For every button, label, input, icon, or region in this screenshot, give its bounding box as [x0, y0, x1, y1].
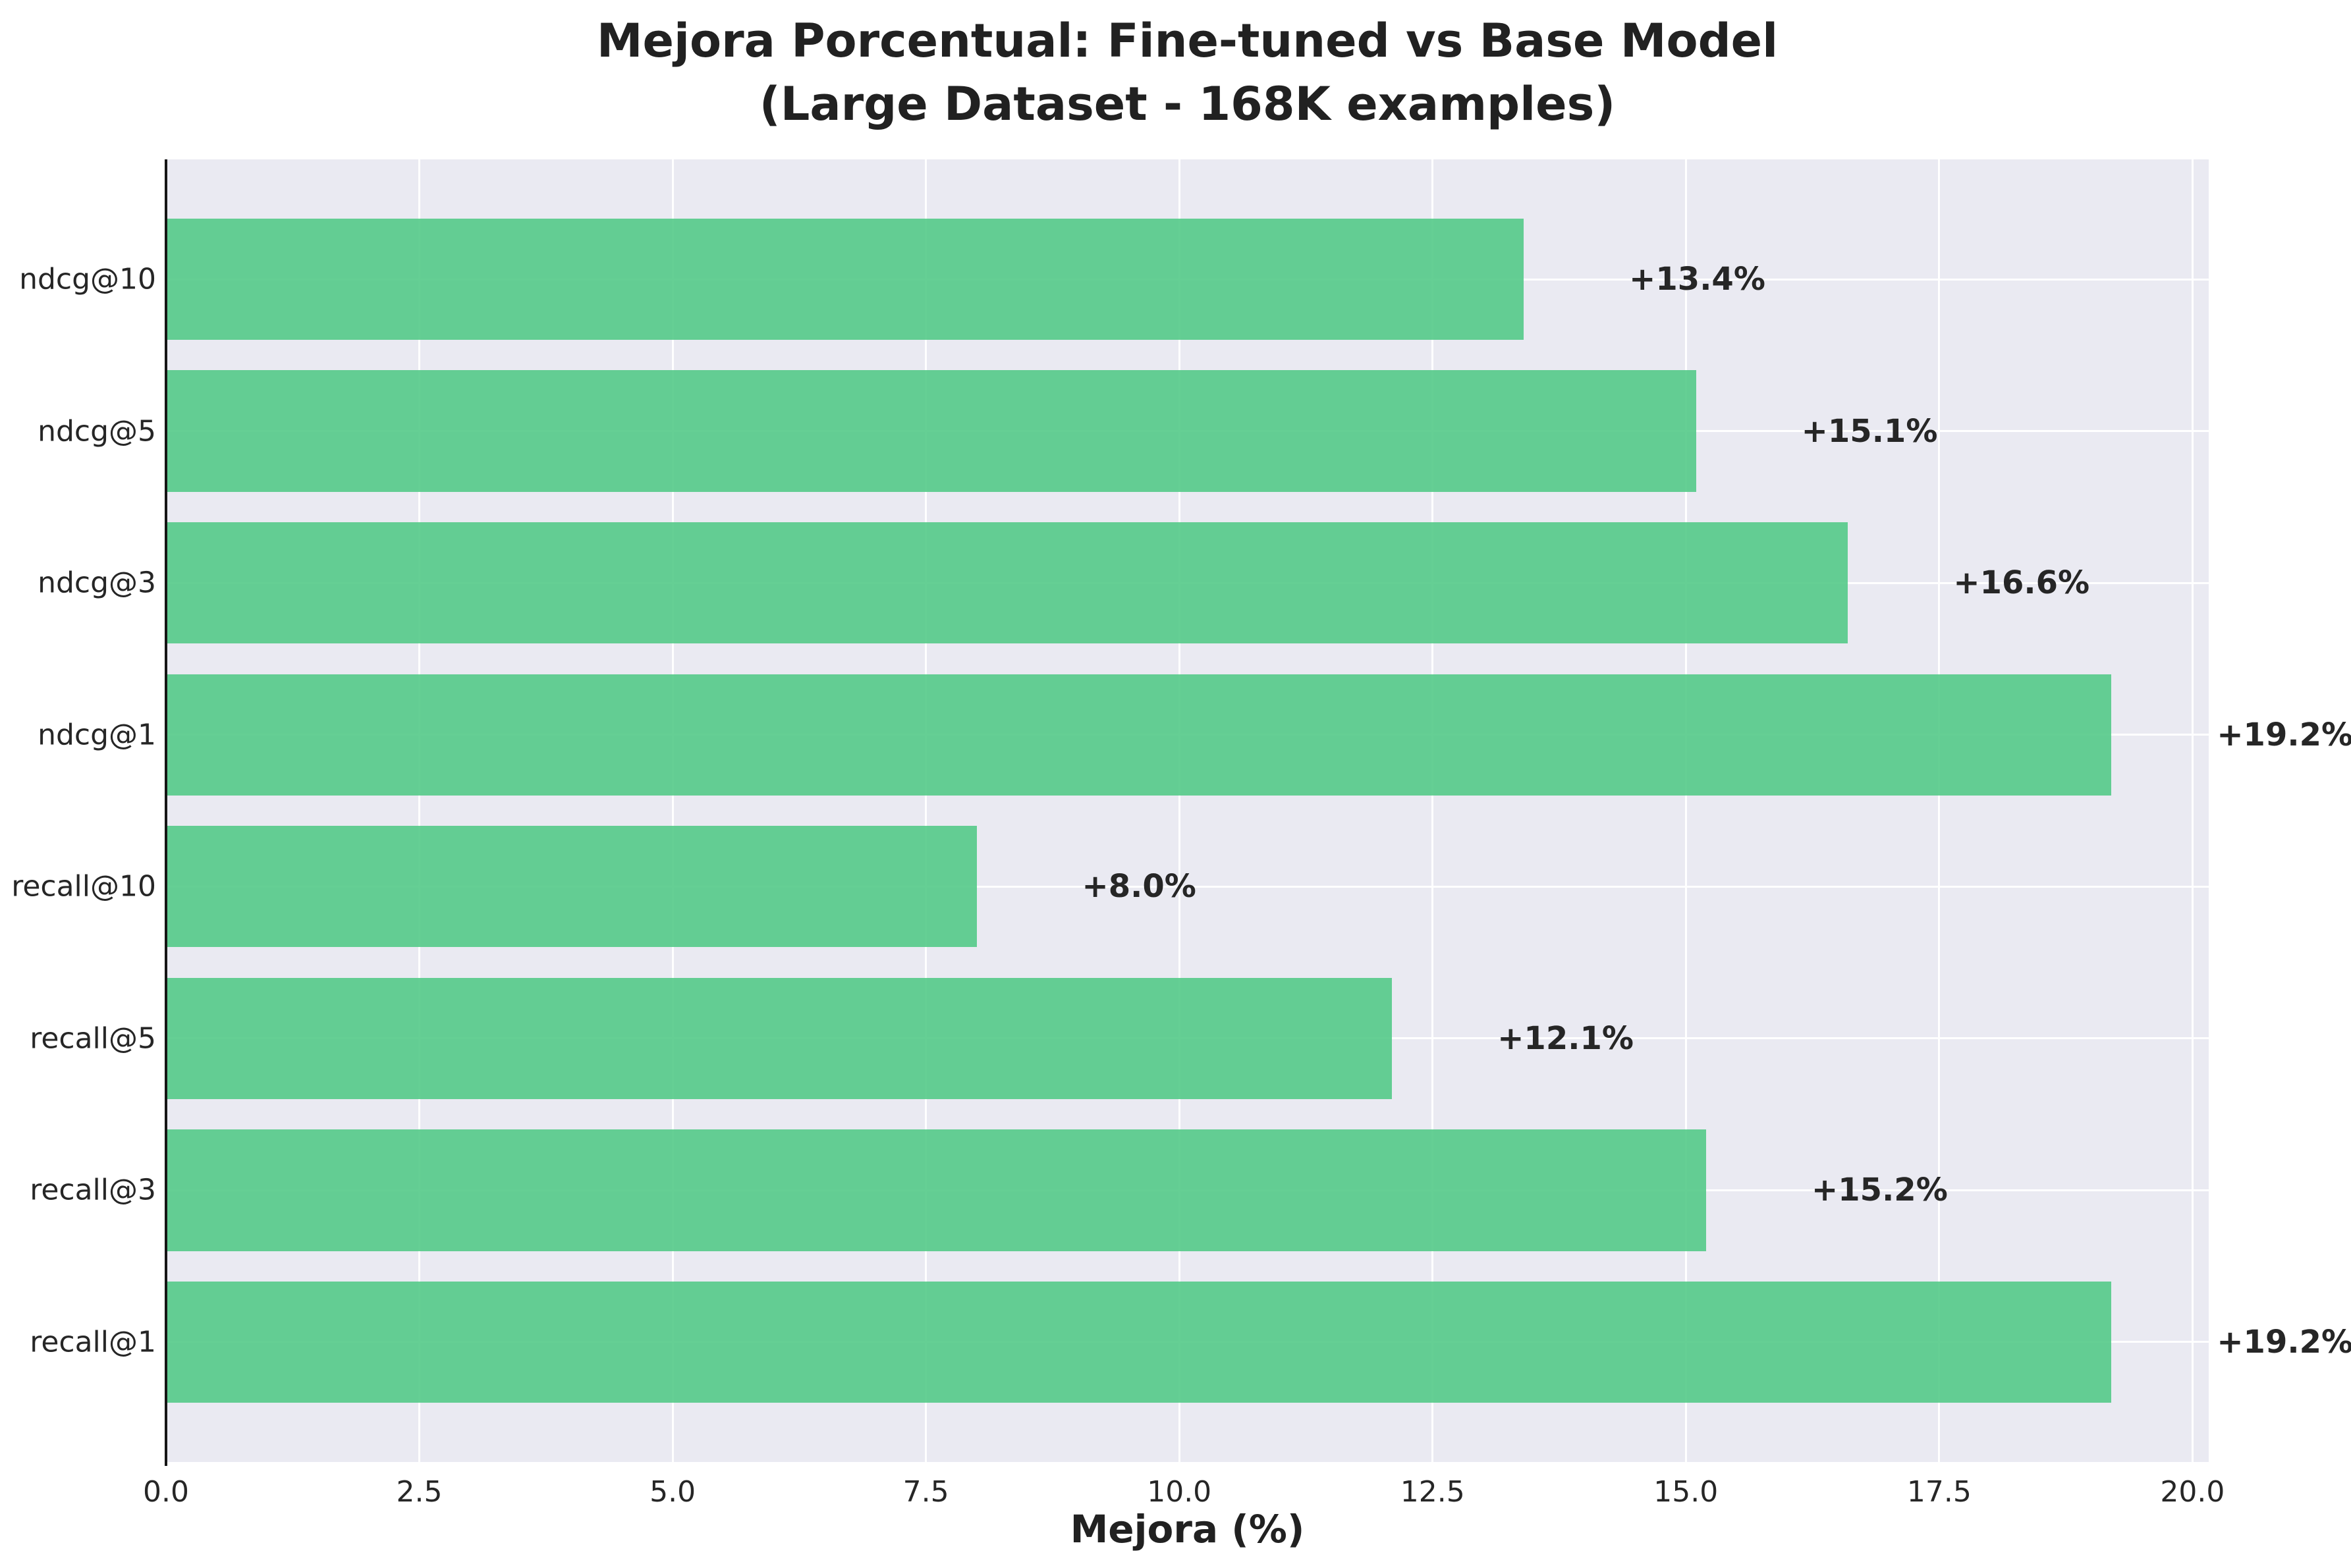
x-tick-label-5.0: 5.0 [650, 1475, 696, 1509]
bar-ndcg@3 [166, 522, 1848, 644]
x-gridline [1684, 159, 1687, 1462]
bar-value-label-ndcg@10: +13.4% [1629, 261, 1765, 298]
bar-value-label-recall@1: +19.2% [2217, 1323, 2351, 1361]
chart-title-line1: Mejora Porcentual: Fine-tuned vs Base Mo… [596, 14, 1779, 68]
bar-recall@10 [166, 826, 977, 948]
y-tick-label-ndcg@5: ndcg@5 [38, 414, 156, 448]
x-tick-label-7.5: 7.5 [902, 1475, 949, 1509]
y-tick-label-recall@3: recall@3 [30, 1173, 156, 1207]
bar-ndcg@1 [166, 674, 2112, 796]
x-gridline [2191, 159, 2194, 1462]
y-gridline [166, 885, 2209, 888]
bar-value-label-ndcg@1: +19.2% [2217, 716, 2351, 753]
bar-value-label-recall@10: +8.0% [1082, 868, 1196, 906]
x-gridline [1431, 159, 1434, 1462]
x-tick-label-17.5: 17.5 [1906, 1475, 1972, 1509]
y-axis-spine [165, 159, 167, 1466]
x-axis-label: Mejora (%) [1070, 1507, 1305, 1552]
bar-value-label-ndcg@5: +15.1% [1801, 412, 1938, 450]
x-gridline [671, 159, 674, 1462]
bar-recall@1 [166, 1281, 2112, 1403]
y-tick-label-ndcg@1: ndcg@1 [38, 718, 156, 752]
x-tick-label-2.5: 2.5 [396, 1475, 443, 1509]
y-tick-label-recall@10: recall@10 [11, 869, 156, 904]
bar-recall@5 [166, 977, 1393, 1099]
x-tick-label-15.0: 15.0 [1653, 1475, 1719, 1509]
bar-recall@3 [166, 1129, 1707, 1251]
bar-value-label-ndcg@3: +16.6% [1953, 564, 2090, 602]
y-tick-label-ndcg@10: ndcg@10 [19, 262, 156, 296]
x-tick-label-0.0: 0.0 [143, 1475, 189, 1509]
bar-ndcg@10 [166, 218, 1524, 340]
chart-title: Mejora Porcentual: Fine-tuned vs Base Mo… [166, 9, 2209, 136]
y-tick-label-recall@5: recall@5 [30, 1021, 156, 1056]
x-gridline [1938, 159, 1941, 1462]
x-gridline [1178, 159, 1180, 1462]
chart-title-line2: (Large Dataset - 168K examples) [759, 77, 1616, 131]
plot-area: +13.4% +15.1% +16.6% +19.2% +8.0% +12.1% +15.2… [166, 159, 2351, 1462]
y-tick-label-ndcg@3: ndcg@3 [38, 566, 156, 600]
bar-value-label-recall@5: +12.1% [1497, 1019, 1634, 1057]
bar-value-label-recall@3: +15.2% [1812, 1172, 1948, 1209]
x-tick-label-12.5: 12.5 [1400, 1475, 1465, 1509]
x-gridline [418, 159, 421, 1462]
x-tick-label-10.0: 10.0 [1147, 1475, 1212, 1509]
bar-ndcg@5 [166, 370, 1696, 492]
x-gridline [925, 159, 927, 1462]
x-tick-label-20.0: 20.0 [2160, 1475, 2225, 1509]
y-tick-label-recall@1: recall@1 [30, 1325, 156, 1359]
